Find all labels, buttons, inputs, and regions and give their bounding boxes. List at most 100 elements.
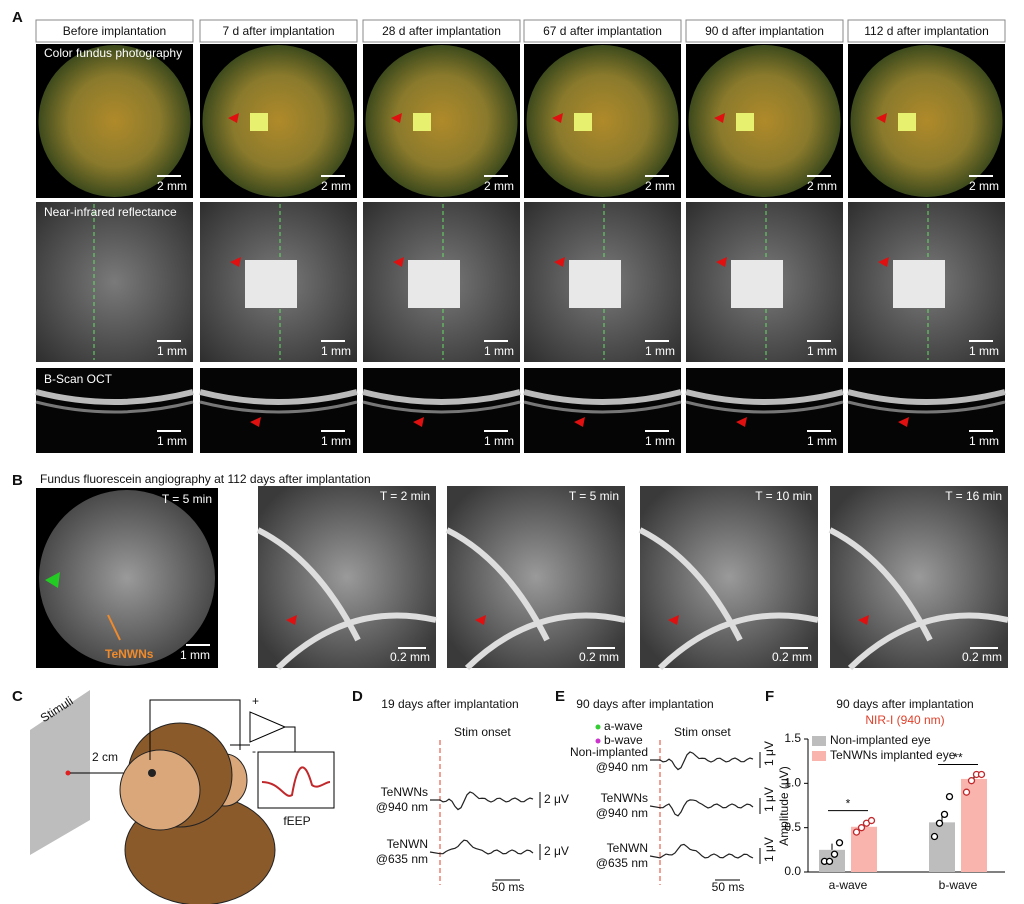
row-label: Color fundus photography xyxy=(44,46,182,60)
data-point xyxy=(835,839,844,847)
arrowhead xyxy=(554,257,565,267)
time-label: T = 10 min xyxy=(755,489,812,503)
x-tick-label: a-wave xyxy=(829,878,868,892)
implant xyxy=(250,113,268,131)
arrowhead xyxy=(876,113,887,123)
chart-subtitle: NIR-I (940 nm) xyxy=(865,713,944,727)
oct-layer xyxy=(847,389,1006,405)
scale-label: 2 mm xyxy=(807,179,837,193)
time-scale: 50 ms xyxy=(492,880,525,894)
trace xyxy=(650,751,754,771)
time-label: T = 2 min xyxy=(380,489,430,503)
pointer xyxy=(107,614,121,641)
row-label: B-Scan OCT xyxy=(44,372,113,386)
scale-label: 0.2 mm xyxy=(579,650,619,664)
trace-label: @635 nm xyxy=(596,856,648,870)
chart-title: 90 days after implantation xyxy=(836,697,973,711)
fundus-image xyxy=(38,45,191,197)
wire xyxy=(285,726,296,752)
arrowhead xyxy=(716,257,727,267)
ffa-image xyxy=(39,490,215,666)
oct-layer xyxy=(685,400,844,414)
oct-layer xyxy=(523,389,682,405)
column-header-text: 7 d after implantation xyxy=(222,24,334,38)
monkey-face xyxy=(119,749,201,831)
row-label: Near-infrared reflectance xyxy=(44,205,177,219)
fundus-image xyxy=(688,45,841,197)
vessel xyxy=(638,527,819,671)
panel-title: 19 days after implantation xyxy=(381,697,518,711)
trace-label: @940 nm xyxy=(376,800,428,814)
onset-label: Stim onset xyxy=(454,725,511,739)
fundus-image xyxy=(365,45,518,197)
column-header xyxy=(685,19,844,43)
ffa-zoom xyxy=(830,486,1008,668)
panel-label: E xyxy=(555,688,565,705)
data-point xyxy=(852,828,861,836)
scale-label: 1 mm xyxy=(969,434,999,448)
legend-swatch xyxy=(812,736,826,746)
y-tick-label: 0.5 xyxy=(784,820,801,834)
column-header-text: 28 d after implantation xyxy=(382,24,501,38)
trace-label: @940 nm xyxy=(596,806,648,820)
arrowhead xyxy=(393,257,404,267)
arrowhead xyxy=(574,417,585,427)
significance-label: ** xyxy=(953,751,963,765)
column-header xyxy=(847,19,1006,43)
oct-layer xyxy=(362,389,521,405)
column-header xyxy=(523,19,682,43)
y-tick-label: 0.0 xyxy=(784,864,801,878)
implant-nir xyxy=(245,260,297,308)
implant xyxy=(736,113,754,131)
oct-layer xyxy=(685,389,844,405)
panel-title: 90 days after implantation xyxy=(576,697,713,711)
trace xyxy=(429,839,534,855)
scale-label: 2 mm xyxy=(484,179,514,193)
scale-label: 2 mm xyxy=(645,179,675,193)
implant-nir xyxy=(893,260,945,308)
signal-label: fEEP xyxy=(283,814,310,828)
stimulus xyxy=(65,770,71,776)
scale-label: 1 mm xyxy=(180,648,210,662)
implant-nir xyxy=(569,260,621,308)
panel-label: A xyxy=(12,9,23,26)
data-point xyxy=(825,857,834,866)
scale-label: 0.2 mm xyxy=(390,650,430,664)
scale-label: 1 mm xyxy=(645,434,675,448)
scale-label: 1 mm xyxy=(157,434,187,448)
oct-layer xyxy=(199,389,358,405)
implant xyxy=(898,113,916,131)
trace-label: Non-implanted xyxy=(570,745,648,759)
arrowhead xyxy=(286,615,297,625)
scale-label: 0.2 mm xyxy=(962,650,1002,664)
scale-label: 1 mm xyxy=(645,344,675,358)
implant-nir xyxy=(408,260,460,308)
onset-label: Stim onset xyxy=(674,725,731,739)
ffa-zoom xyxy=(640,486,818,668)
trace-label: TeNWNs xyxy=(381,785,428,799)
trace-scale: 2 μV xyxy=(544,844,569,858)
arrowhead xyxy=(858,615,869,625)
scale-label: 1 mm xyxy=(807,344,837,358)
scale-label: 1 mm xyxy=(969,344,999,358)
oct-layer xyxy=(199,400,358,414)
marker-label: TeNWNs xyxy=(105,647,154,661)
column-header-text: 112 d after implantation xyxy=(864,24,989,38)
oct-layer xyxy=(362,400,521,414)
legend-label: b-wave xyxy=(604,733,643,747)
time-scale: 50 ms xyxy=(712,880,745,894)
scale-label: 0.2 mm xyxy=(772,650,812,664)
y-axis-label: Amplitude (μV) xyxy=(777,766,791,846)
oct-layer xyxy=(847,400,1006,414)
arrowhead xyxy=(230,257,241,267)
legend-dot xyxy=(595,738,601,744)
distance-label: 2 cm xyxy=(92,750,118,764)
implant-nir xyxy=(731,260,783,308)
fundus-image xyxy=(526,45,679,197)
panel-label: B xyxy=(12,472,23,489)
vessel xyxy=(445,527,626,671)
panel-label: C xyxy=(12,688,23,705)
plus: + xyxy=(252,694,259,708)
minus: - xyxy=(252,744,256,758)
